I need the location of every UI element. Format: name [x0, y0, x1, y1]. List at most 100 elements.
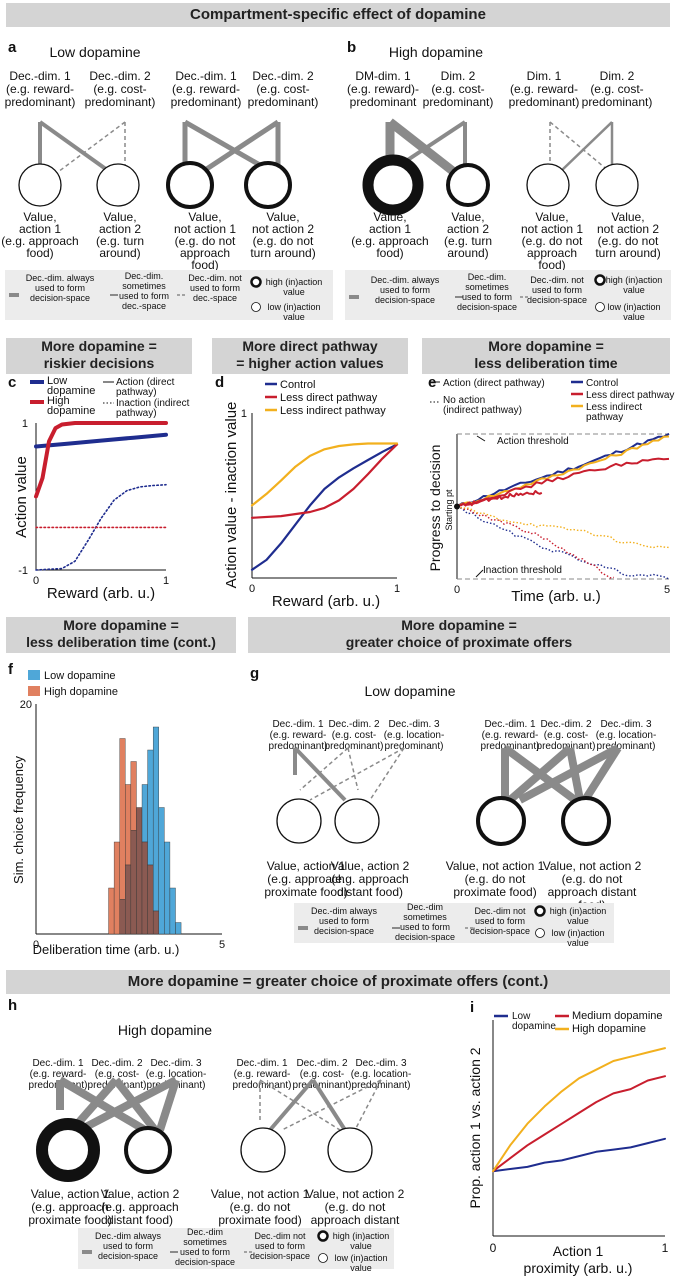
panel-a-legend-sometimes-line: sometimes	[122, 281, 166, 291]
panel-a-value-label-3-line: food)	[191, 258, 218, 272]
figure-title: Compartment-specific effect of dopamine	[6, 3, 670, 27]
panel-a-legend-box	[5, 270, 333, 320]
chart-i-legend-high-line: High dopamine	[572, 1023, 646, 1035]
panel-a-value-label-3-line: (e.g. do not	[175, 234, 236, 248]
chart-i-legend-low-line: dopamine	[512, 1021, 556, 1032]
panel-b-legend-low-line: low (in)action	[607, 302, 660, 312]
panel-g-legend-sometimes-line: sometimes	[403, 912, 447, 922]
chart-i-series-line	[492, 1137, 666, 1173]
panel-a-legend-sometimes-line: Dec.-dim.	[125, 271, 164, 281]
chart-c-legend-action-line: Action (direct	[116, 377, 175, 388]
chart-i-series-line	[492, 1047, 666, 1173]
panel-d-heading: More direct pathway = higher action value…	[212, 338, 408, 374]
panel-b-legend-low-swatch	[595, 302, 605, 312]
chart-f-ytick: 20	[20, 699, 32, 711]
panel-g-value-label-4-line: (e.g. do not	[562, 872, 623, 886]
chart-d-ytick: 1	[241, 408, 247, 420]
panel-a-dim-2-line: (e.g. cost-	[93, 82, 146, 96]
panel-b-dim-4-line: (e.g. cost-	[590, 82, 643, 96]
panel-e-heading-line2: less deliberation time	[474, 355, 618, 371]
chart-f-overlap-bar	[119, 899, 126, 935]
chart-f-legend-swatch	[28, 686, 40, 696]
chart-c-legend-inaction-line: pathway)	[116, 408, 157, 419]
panel-h-dim-1-line: Dec.-dim. 1	[32, 1058, 84, 1069]
panel-b-edge	[559, 121, 613, 173]
panel-h-edge	[268, 1078, 315, 1132]
panel-a-legend-low-swatch	[251, 302, 261, 312]
panel-g-legend-sometimes-line: Dec.-dim	[407, 902, 443, 912]
panel-g-value-label-3-line: proximate food)	[453, 885, 536, 899]
panel-a-legend-not-line: used to form	[190, 283, 240, 293]
panel-h-edge	[259, 1079, 341, 1131]
panel-a-dim-3-line: predominant)	[171, 95, 242, 109]
panel-h-dim-5-line: (e.g. cost-	[300, 1069, 344, 1080]
panel-g-dim-4-line: predominant)	[481, 741, 540, 752]
chart-e-annotation-arrow	[476, 435, 486, 442]
panel-a-dim-3-line: (e.g. reward-	[172, 82, 240, 96]
panel-g-legend-always-line: used to form	[319, 916, 369, 926]
panel-b-legend-box	[345, 270, 671, 320]
panel-b-legend-always-line: Dec.-dim. always	[371, 275, 440, 285]
panel-b-value-node-1	[362, 154, 424, 216]
chart-f-legend-label: Low dopamine	[44, 670, 116, 682]
chart-e-series-line	[456, 432, 670, 508]
panel-b-value-label-1-line: (e.g. approach	[351, 234, 428, 248]
chart-f-overlap-bar	[130, 830, 137, 935]
panel-h-value-label-2-line: distant food)	[107, 1213, 173, 1227]
panel-a-value-label-3-line: not action 1	[174, 222, 236, 236]
panel-g-legend-always-line: Dec.-dim always	[311, 906, 378, 916]
panel-a-value-label-2-line: around)	[99, 246, 140, 260]
chart-c-ytick: 1	[22, 418, 28, 430]
panel-h-value-label-1-line: (e.g. approach	[31, 1200, 108, 1214]
panel-a-value-node-1	[18, 163, 62, 207]
panel-g-value-node-4	[561, 796, 611, 846]
panel-a-legend-high-line: value	[283, 287, 305, 297]
chart-d-legend-label: Less indirect pathway	[280, 405, 386, 417]
panel-g-dim-2-line: (e.g. cost-	[332, 730, 376, 741]
chart-f-legend-swatch	[28, 670, 40, 680]
panel-h-value-node-2	[124, 1126, 172, 1174]
panel-h-legend-not-line: decision-space	[250, 1251, 310, 1261]
chart-c-series-line	[34, 432, 168, 449]
panel-h-dim-6-line: Dec.-dim. 3	[355, 1058, 407, 1069]
chart-e-starting-label: Starting pt	[444, 489, 454, 531]
panel-a-dim-4-line: predominant)	[248, 95, 319, 109]
panel-h-value-label-4-line: approach distant	[311, 1213, 400, 1227]
panel-g-dim-6-line: Dec.-dim. 3	[600, 719, 652, 730]
chart-d-xtick: 0	[249, 583, 255, 595]
panel-h-legend-sometimes-line: sometimes	[183, 1237, 227, 1247]
panel-g-legend-not-line: Dec.-dim not	[474, 906, 526, 916]
panel-g-edge	[581, 745, 622, 803]
panel-g-value-node-1	[276, 798, 322, 844]
chart-e-legend-label-line: Control	[586, 378, 618, 389]
panel-e-heading-line1: More dopamine =	[488, 338, 604, 354]
panel-h-legend-high-line: value	[350, 1241, 372, 1251]
panel-g-value-label-2-line: Value, action 2	[331, 859, 410, 873]
panel-a-value-label-3-line: Value,	[188, 210, 221, 224]
chart-e-legend-label-line: Less direct pathway	[586, 390, 674, 401]
panel-a-value-label-1-line: Value,	[23, 210, 56, 224]
chart-f-bar	[147, 749, 154, 866]
panel-g-value-label-4-line: Value, not action 2	[543, 859, 642, 873]
panel-b-value-label-3-line: (e.g. do not	[522, 234, 583, 248]
panel-a-value-label-4-line: turn around)	[250, 246, 315, 260]
panel-b-value-label-2-line: Value,	[451, 210, 484, 224]
panel-h-edge	[156, 1078, 180, 1132]
chart-e-series-line	[456, 490, 543, 508]
panel-g-legend-high-line: value	[567, 916, 589, 926]
chart-d-series-line	[250, 443, 399, 571]
panel-a-value-node-2	[96, 163, 140, 207]
chart-e-series-line	[456, 457, 670, 508]
panel-a-legend-high-line: high (in)action	[266, 277, 323, 287]
panel-b-value-label-4-line: Value,	[611, 210, 644, 224]
panel-h-value-label-2-line: Value, action 2	[101, 1187, 180, 1201]
panel-b-value-label-4-line: not action 2	[597, 222, 659, 236]
panel-h-legend-always-line: Dec.-dim always	[95, 1231, 162, 1241]
panel-b-legend-not-line: Dec.-dim. not	[530, 275, 584, 285]
panel-a-title: Low dopamine	[49, 44, 140, 60]
chart-e-series-line	[456, 505, 614, 579]
panel-b-value-label-2-line: around)	[447, 246, 488, 260]
panel-g-edge	[369, 747, 405, 801]
panel-a-value-label-1-line: food)	[26, 246, 53, 260]
panel-b-legend-sometimes-line: used to form	[462, 292, 512, 302]
